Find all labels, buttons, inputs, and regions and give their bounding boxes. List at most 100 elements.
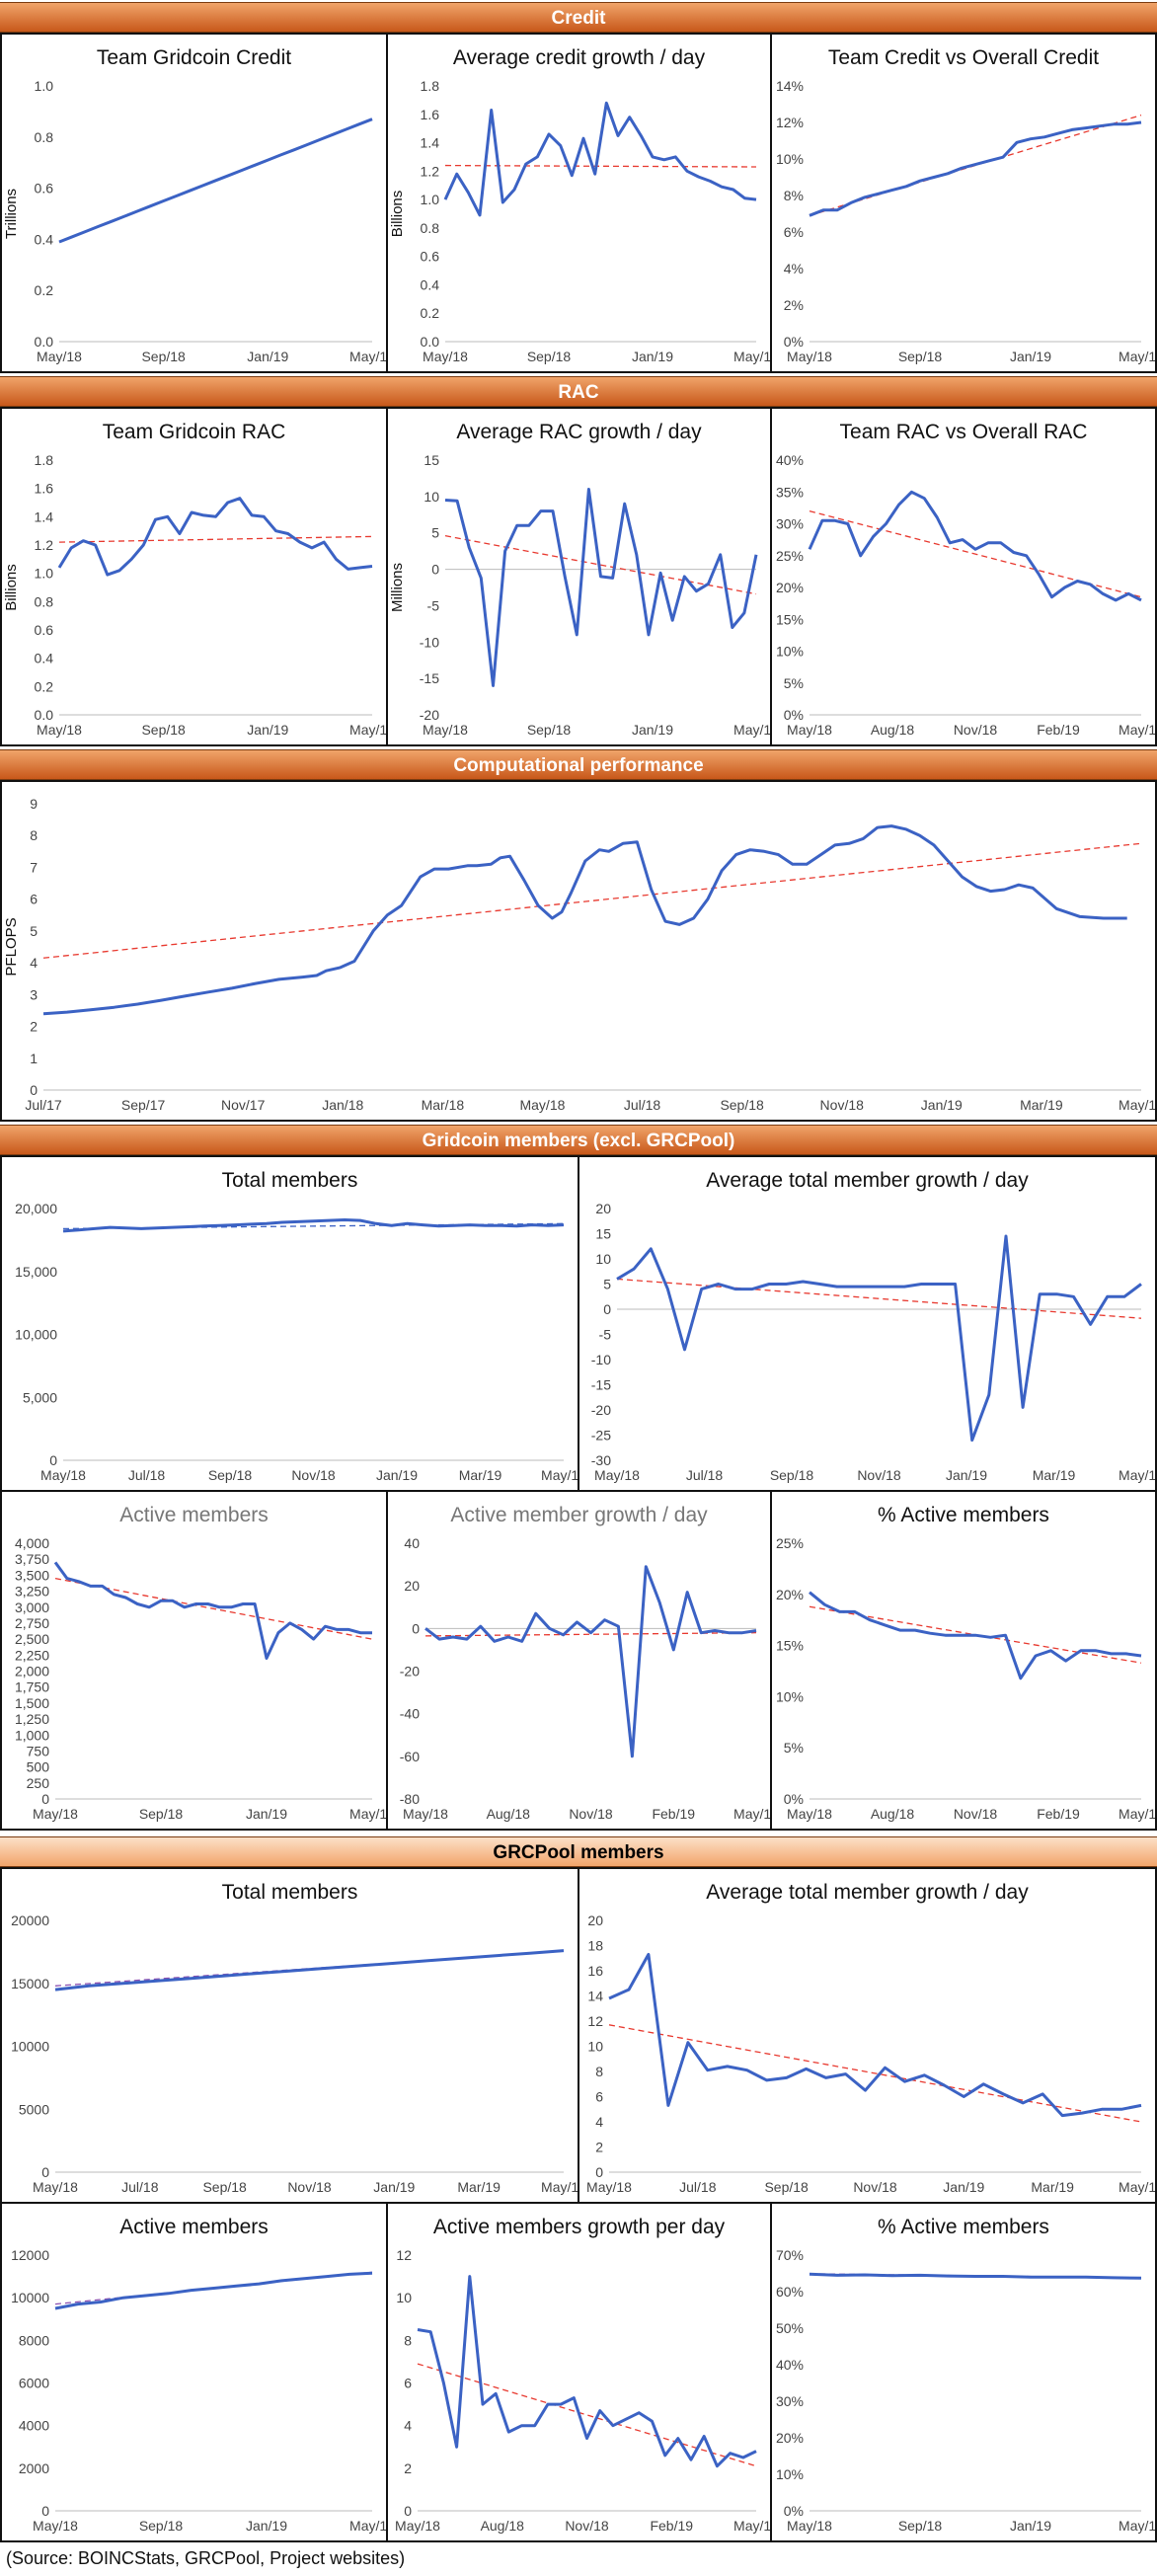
gp-total-growth-ytick: 20 bbox=[587, 1912, 603, 1928]
team-credit-ytick: 0.2 bbox=[35, 282, 54, 298]
team-rac-panel: Team Gridcoin RAC Billions 0.0 0.2 0.4 0.6 0.8… bbox=[0, 407, 388, 746]
pflops-xtick: Sep/17 bbox=[121, 1097, 166, 1113]
gp-total-xtick: Nov/18 bbox=[287, 2179, 332, 2195]
pflops-ytick: 2 bbox=[30, 1019, 38, 1035]
credit-share-xtick: May/18 bbox=[787, 349, 832, 364]
gp-total-ytick: 15000 bbox=[11, 1976, 49, 1991]
gm-total-growth-ytick: 5 bbox=[603, 1277, 611, 1292]
avg-credit-growth-ytick: 1.0 bbox=[421, 192, 440, 207]
team-rac-ytick: 0.0 bbox=[35, 707, 54, 723]
pflops-xtick: Mar/18 bbox=[422, 1097, 465, 1113]
gm-active-xtick: May/19 bbox=[349, 1806, 386, 1822]
gm-total-growth-ytick: 15 bbox=[595, 1226, 611, 1242]
gp-active-pct-ytick: 10% bbox=[776, 2466, 804, 2482]
pflops-xtick: Mar/19 bbox=[1020, 1097, 1063, 1113]
gm-active-pct-ytick: 0% bbox=[784, 1791, 804, 1807]
gm-total-growth-ytick: -25 bbox=[591, 1428, 611, 1444]
team-credit-ytick: 0.8 bbox=[35, 129, 54, 145]
gm-active-ytick: 250 bbox=[27, 1775, 50, 1791]
team-credit-svg: Team Gridcoin Credit Trillions 0.0 0.2 0.4 0.… bbox=[3, 46, 386, 364]
gm-total-ytick: 15,000 bbox=[15, 1264, 57, 1280]
team-rac-xtick: Jan/19 bbox=[247, 722, 288, 738]
gm-total-xtick: Jul/18 bbox=[128, 1467, 166, 1483]
gp-total-xtick: May/18 bbox=[33, 2179, 78, 2195]
gp-active-pct-ytick: 40% bbox=[776, 2357, 804, 2373]
gp-active-pct-ytick: 50% bbox=[776, 2320, 804, 2336]
gp-total-growth-ytick: 2 bbox=[595, 2140, 603, 2155]
avg-rac-growth-series-line bbox=[444, 488, 758, 687]
pflops-ylabel: PFLOPS bbox=[3, 917, 20, 976]
team-rac-xtick: May/18 bbox=[37, 722, 82, 738]
gm-active-ytick: 2,750 bbox=[15, 1615, 49, 1631]
gm-total-growth-ytick: 0 bbox=[603, 1301, 611, 1317]
gm-total-growth-xtick: Jul/18 bbox=[686, 1467, 724, 1483]
gm-active-ytick: 1,000 bbox=[15, 1727, 49, 1743]
gm-total-growth-xtick: May/18 bbox=[594, 1467, 640, 1483]
gm-active-ytick: 2,250 bbox=[15, 1647, 49, 1663]
gm-total-growth-ytick: -10 bbox=[591, 1352, 611, 1367]
pflops-ytick: 7 bbox=[30, 859, 38, 875]
gm-active-xtick: Jan/19 bbox=[246, 1806, 287, 1822]
gm-total-series-line bbox=[62, 1218, 565, 1233]
gp-total-growth-series-line bbox=[608, 1952, 1142, 2118]
section-grcpool: GRCPool members bbox=[0, 1836, 1157, 1867]
credit-share-ytick: 6% bbox=[784, 224, 804, 240]
gp-total-growth-ytick: 4 bbox=[595, 2114, 603, 2130]
pflops-trendline bbox=[42, 842, 1142, 959]
avg-rac-growth-panel: Average RAC growth / day Millions -20 -15 -1… bbox=[386, 407, 772, 746]
gp-total-growth-ytick: 16 bbox=[587, 1963, 603, 1979]
gp-total-growth-xtick: Jan/19 bbox=[943, 2179, 984, 2195]
pflops-ytick: 9 bbox=[30, 796, 38, 812]
avg-credit-growth-ylabel: Billions bbox=[389, 191, 406, 238]
gm-total-svg: Total members 0 5,000 10,000 15,000 20,000 May… bbox=[15, 1169, 578, 1483]
gp-active-growth-xtick: Feb/19 bbox=[650, 2518, 693, 2534]
gm-active-growth-svg: Active member growth / day -80 -60 -40 -20 0 2… bbox=[400, 1504, 770, 1822]
gm-active-growth-ytick: -80 bbox=[400, 1791, 420, 1807]
gm-total-growth-xtick: Jan/19 bbox=[946, 1467, 987, 1483]
gp-active-growth-title: Active members growth per day bbox=[433, 2216, 726, 2238]
gm-active-pct-ytick: 20% bbox=[776, 1587, 804, 1602]
pflops-xtick: Nov/17 bbox=[221, 1097, 266, 1113]
team-rac-svg: Team Gridcoin RAC Billions 0.0 0.2 0.4 0.6 0.8… bbox=[3, 421, 386, 738]
gp-active-xtick: May/19 bbox=[349, 2518, 386, 2534]
gm-total-ytick: 10,000 bbox=[15, 1327, 57, 1343]
gm-active-ytick: 1,250 bbox=[15, 1711, 49, 1727]
avg-credit-growth-ytick: 0.6 bbox=[421, 249, 440, 265]
gm-total-ytick: 5,000 bbox=[23, 1389, 57, 1405]
avg-credit-growth-xtick: Jan/19 bbox=[632, 349, 673, 364]
gp-active-pct-title: % Active members bbox=[878, 2216, 1049, 2238]
gp-active-growth-ytick: 8 bbox=[404, 2332, 412, 2348]
pflops-xtick: Jan/19 bbox=[921, 1097, 963, 1113]
gm-total-growth-ytick: -30 bbox=[591, 1452, 611, 1468]
gm-active-pct-ytick: 5% bbox=[784, 1740, 804, 1756]
rac-share-xtick: Aug/18 bbox=[871, 722, 915, 738]
gp-active-ytick: 10000 bbox=[11, 2290, 49, 2305]
gm-total-ytick: 0 bbox=[49, 1452, 57, 1468]
gp-active-growth-ytick: 6 bbox=[404, 2376, 412, 2391]
pflops-ytick: 8 bbox=[30, 827, 38, 843]
rac-share-ytick: 20% bbox=[776, 580, 804, 595]
pflops-panel: PFLOPS 0 1 2 3 4 5 6 7 8 9 Jul/17 Sep/17 Nov/17 Jan/18… bbox=[0, 780, 1157, 1122]
gm-active-pct-ytick: 25% bbox=[776, 1535, 804, 1551]
avg-credit-growth-title: Average credit growth / day bbox=[453, 46, 706, 69]
gm-active-panel: Active members 0 250 500 750 1,000 1,250 1,500 1… bbox=[0, 1490, 388, 1831]
gm-total-title: Total members bbox=[222, 1169, 358, 1192]
gp-active-ytick: 6000 bbox=[19, 2376, 49, 2391]
team-rac-ytick: 0.2 bbox=[35, 678, 54, 694]
gp-active-pct-svg: % Active members 0% 10% 20% 30% 40% 50% 60% 70% M… bbox=[776, 2216, 1155, 2534]
credit-share-ytick: 4% bbox=[784, 261, 804, 276]
team-credit-xtick: May/19 bbox=[349, 349, 386, 364]
avg-rac-growth-ytick: 0 bbox=[431, 562, 439, 578]
gp-total-growth-xtick: Nov/18 bbox=[853, 2179, 897, 2195]
gp-total-growth-svg: Average total member growth / day 0 2 4 6 8 10… bbox=[586, 1881, 1155, 2195]
rac-share-panel: Team RAC vs Overall RAC 0% 5% 10% 15% 20% 25% 3… bbox=[770, 407, 1157, 746]
gm-active-pct-xtick: Aug/18 bbox=[871, 1806, 915, 1822]
gm-total-growth-ytick: -5 bbox=[599, 1327, 612, 1343]
gm-active-ytick: 3,750 bbox=[15, 1551, 49, 1567]
gp-active-pct-ytick: 70% bbox=[776, 2247, 804, 2263]
gm-active-growth-xtick: May/19 bbox=[733, 1806, 770, 1822]
gm-total-growth-xtick: Sep/18 bbox=[770, 1467, 814, 1483]
avg-credit-growth-ytick: 1.8 bbox=[421, 78, 440, 94]
gm-total-xtick: Sep/18 bbox=[208, 1467, 253, 1483]
avg-rac-growth-ytick: -20 bbox=[420, 707, 439, 723]
